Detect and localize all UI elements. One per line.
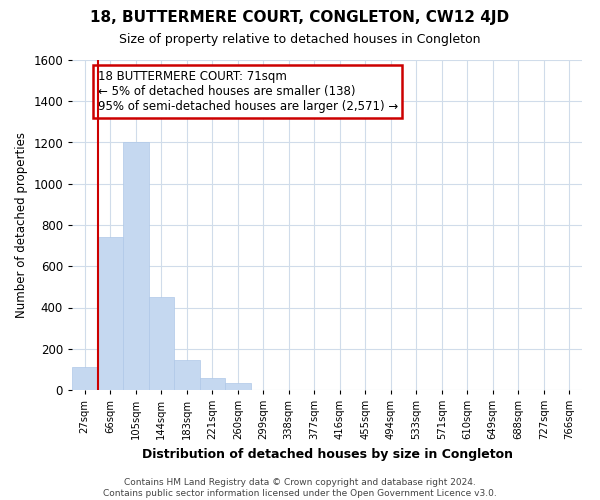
Bar	[149, 297, 174, 390]
Bar	[123, 142, 149, 390]
Bar	[174, 360, 199, 390]
Bar	[225, 383, 251, 390]
X-axis label: Distribution of detached houses by size in Congleton: Distribution of detached houses by size …	[142, 448, 512, 460]
Text: 18 BUTTERMERE COURT: 71sqm
← 5% of detached houses are smaller (138)
95% of semi: 18 BUTTERMERE COURT: 71sqm ← 5% of detac…	[97, 70, 398, 113]
Text: Contains HM Land Registry data © Crown copyright and database right 2024.
Contai: Contains HM Land Registry data © Crown c…	[103, 478, 497, 498]
Y-axis label: Number of detached properties: Number of detached properties	[14, 132, 28, 318]
Bar	[97, 238, 123, 390]
Text: 18, BUTTERMERE COURT, CONGLETON, CW12 4JD: 18, BUTTERMERE COURT, CONGLETON, CW12 4J…	[91, 10, 509, 25]
Text: Size of property relative to detached houses in Congleton: Size of property relative to detached ho…	[119, 32, 481, 46]
Bar	[199, 378, 225, 390]
Bar	[72, 368, 97, 390]
